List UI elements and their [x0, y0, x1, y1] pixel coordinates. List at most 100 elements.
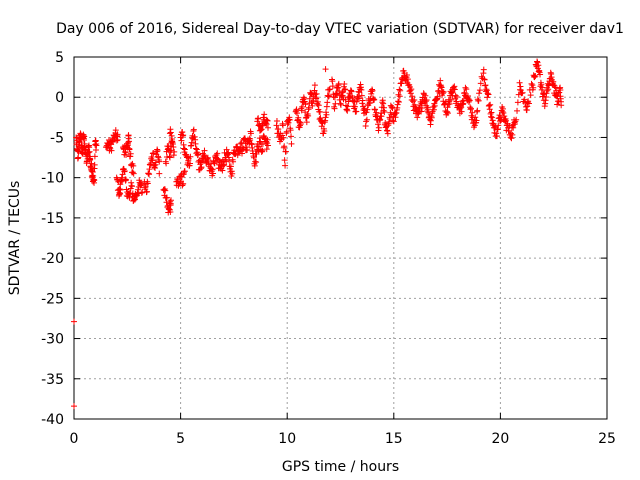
data-point: [439, 90, 446, 97]
data-point: [305, 112, 312, 119]
data-point: [81, 140, 88, 147]
data-point: [311, 82, 318, 89]
data-point: [481, 76, 488, 83]
data-point: [462, 84, 469, 91]
data-point: [186, 160, 193, 167]
x-tick-label: 5: [176, 431, 185, 447]
x-tick-label: 20: [491, 431, 509, 447]
data-point: [144, 180, 151, 187]
data-point: [398, 80, 405, 87]
data-point: [121, 167, 128, 174]
data-point: [131, 196, 138, 203]
data-point: [302, 101, 309, 108]
data-point: [167, 209, 174, 216]
data-point: [126, 138, 133, 145]
data-point: [81, 133, 88, 140]
data-point: [258, 126, 265, 133]
data-point: [73, 134, 80, 141]
data-point: [476, 87, 483, 94]
data-point: [509, 131, 516, 138]
data-point: [146, 171, 153, 178]
data-point: [477, 80, 484, 87]
data-point: [324, 99, 331, 106]
data-point: [281, 157, 288, 164]
plot-frame: [73, 56, 608, 420]
data-point: [129, 169, 136, 176]
data-point: [485, 91, 492, 98]
data-point: [329, 83, 336, 90]
data-point: [168, 139, 175, 146]
x-axis-label: GPS time / hours: [282, 459, 399, 475]
data-point: [123, 176, 130, 183]
data-point: [211, 160, 218, 167]
data-point: [135, 190, 142, 197]
data-point: [247, 137, 254, 144]
data-point: [150, 149, 157, 156]
data-point: [475, 97, 482, 104]
data-point: [156, 170, 163, 177]
data-point: [314, 98, 321, 105]
data-point: [261, 111, 268, 118]
data-point: [495, 122, 502, 129]
data-point: [276, 133, 283, 140]
data-point: [178, 137, 185, 144]
data-point: [373, 109, 380, 116]
data-point: [483, 87, 490, 94]
data-point: [404, 71, 411, 78]
data-point: [537, 71, 544, 78]
data-point: [93, 142, 100, 149]
data-point: [162, 187, 169, 194]
data-point: [488, 114, 495, 121]
data-point: [532, 73, 539, 80]
data-point: [163, 153, 170, 160]
data-point: [299, 103, 306, 110]
data-point: [181, 168, 188, 175]
data-point: [451, 86, 458, 93]
data-point: [85, 149, 92, 156]
data-point: [225, 149, 232, 156]
data-point: [430, 106, 437, 113]
data-point: [244, 146, 251, 153]
data-point: [355, 95, 362, 102]
data-point: [128, 183, 135, 190]
data-point: [487, 101, 494, 108]
data-point: [88, 160, 95, 167]
data-point: [143, 188, 150, 195]
data-point: [414, 114, 421, 121]
data-point: [315, 102, 322, 109]
y-tick-label: -30: [41, 332, 64, 348]
data-point: [397, 87, 404, 94]
data-point: [334, 91, 341, 98]
data-point: [288, 133, 295, 140]
data-point: [127, 150, 134, 157]
y-tick-label: -15: [41, 211, 64, 227]
data-point: [255, 115, 262, 122]
data-point: [252, 158, 259, 165]
data-point: [438, 84, 445, 91]
data-point: [263, 146, 270, 153]
data-point: [358, 92, 365, 99]
data-point: [154, 147, 161, 154]
data-point: [229, 170, 236, 177]
data-point: [123, 186, 130, 193]
data-point: [239, 144, 246, 151]
data-point: [259, 147, 266, 154]
data-point: [71, 318, 77, 325]
data-point: [434, 93, 441, 100]
data-point: [264, 136, 271, 143]
data-point: [288, 140, 295, 147]
data-point: [91, 153, 98, 160]
data-point: [446, 100, 453, 107]
data-point: [117, 186, 124, 193]
data-point: [558, 102, 565, 109]
data-point: [125, 139, 132, 146]
x-tick-label: 15: [385, 431, 403, 447]
data-point: [525, 100, 532, 107]
data-point: [306, 95, 313, 102]
data-point: [195, 151, 202, 158]
data-point: [515, 91, 522, 98]
data-point: [91, 161, 98, 168]
data-point: [325, 92, 332, 99]
data-point: [287, 127, 294, 134]
x-tick-label: 25: [598, 431, 616, 447]
